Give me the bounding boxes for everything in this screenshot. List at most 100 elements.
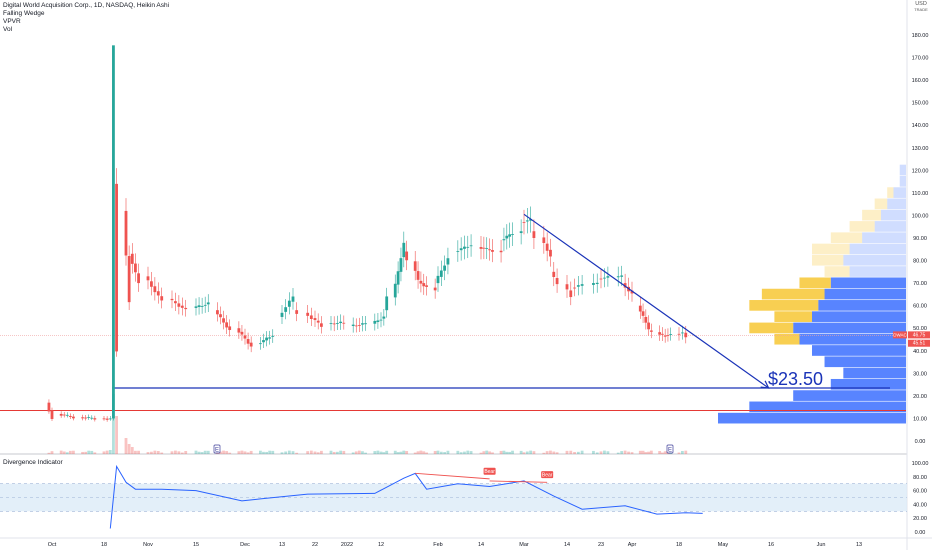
candle-body[interactable] (240, 331, 244, 335)
candle-body[interactable] (519, 231, 523, 234)
candle-body[interactable] (105, 418, 109, 420)
candle-body[interactable] (127, 256, 131, 303)
candle-body[interactable] (237, 328, 241, 333)
candle-body[interactable] (446, 258, 450, 265)
candle-body[interactable] (443, 265, 447, 271)
candle-body[interactable] (499, 250, 503, 253)
candle-body[interactable] (320, 323, 323, 327)
candle-body[interactable] (287, 300, 291, 307)
candle-body[interactable] (160, 296, 164, 301)
candle-body[interactable] (228, 326, 232, 331)
candle-body[interactable] (684, 332, 688, 338)
candle-body[interactable] (259, 343, 262, 345)
candle-body[interactable] (576, 285, 580, 287)
candle-body[interactable] (647, 322, 650, 330)
candle-body[interactable] (112, 45, 115, 419)
candle-body[interactable] (373, 320, 377, 324)
candle-body[interactable] (342, 322, 346, 324)
candle-body[interactable] (623, 283, 627, 288)
candle-body[interactable] (130, 253, 134, 264)
candle-body[interactable] (339, 321, 342, 324)
candle-body[interactable] (661, 333, 664, 335)
candle-body[interactable] (177, 303, 181, 307)
candle-body[interactable] (580, 284, 584, 286)
indicator-vpvr[interactable]: VPVR (3, 18, 21, 25)
candle-body[interactable] (364, 323, 367, 325)
candle-body[interactable] (532, 231, 536, 238)
candle-body[interactable] (134, 263, 137, 273)
candle-body[interactable] (663, 335, 667, 337)
candle-body[interactable] (180, 305, 184, 308)
candle-body[interactable] (595, 282, 599, 285)
candle-body[interactable] (549, 249, 552, 257)
candle-body[interactable] (552, 271, 556, 277)
candle-body[interactable] (222, 318, 225, 323)
candle-body[interactable] (419, 280, 423, 284)
candle-body[interactable] (184, 307, 188, 310)
earnings-marker[interactable] (666, 444, 674, 454)
divergence-line[interactable] (109, 464, 703, 529)
candle-body[interactable] (150, 281, 153, 287)
candle-body[interactable] (271, 335, 275, 337)
candle-body[interactable] (90, 417, 94, 419)
candle-body[interactable] (65, 414, 69, 416)
candle-body[interactable] (309, 315, 313, 320)
candle-body[interactable] (243, 335, 247, 339)
candle-body[interactable] (469, 245, 473, 247)
falling-wedge-trendline[interactable] (523, 213, 769, 389)
candle-body[interactable] (565, 284, 569, 290)
bear-signal-badge[interactable] (541, 471, 554, 479)
candle-body[interactable] (329, 323, 333, 325)
candle-body[interactable] (677, 333, 681, 335)
candle-body[interactable] (336, 323, 339, 324)
candle-body[interactable] (351, 324, 355, 326)
candle-body[interactable] (354, 325, 358, 327)
candle-body[interactable] (405, 251, 409, 261)
candle-body[interactable] (108, 418, 112, 420)
candle-body[interactable] (466, 246, 470, 248)
candle-body[interactable] (413, 261, 417, 271)
candle-body[interactable] (599, 278, 603, 280)
candle-body[interactable] (200, 306, 204, 307)
candle-body[interactable] (644, 316, 648, 323)
candle-body[interactable] (313, 318, 317, 321)
candle-body[interactable] (268, 337, 272, 339)
candle-body[interactable] (425, 285, 428, 287)
candle-body[interactable] (529, 218, 533, 221)
candle-body[interactable] (433, 287, 437, 291)
candle-body[interactable] (482, 247, 486, 249)
candle-body[interactable] (225, 322, 229, 328)
candle-body[interactable] (249, 342, 253, 347)
candle-body[interactable] (216, 310, 219, 315)
candle-body[interactable] (393, 283, 397, 298)
candle-body[interactable] (573, 287, 576, 289)
candle-body[interactable] (505, 235, 509, 239)
candle-body[interactable] (463, 246, 466, 249)
candle-body[interactable] (511, 234, 514, 235)
candle-body[interactable] (47, 402, 51, 412)
candle-body[interactable] (197, 305, 201, 308)
candle-body[interactable] (603, 277, 606, 279)
candle-body[interactable] (436, 275, 440, 284)
candle-body[interactable] (680, 332, 684, 334)
candle-body[interactable] (641, 311, 645, 316)
candle-body[interactable] (396, 271, 400, 285)
candle-body[interactable] (316, 320, 320, 323)
candle-body[interactable] (479, 247, 483, 249)
candle-body[interactable] (137, 273, 140, 284)
candle-body[interactable] (153, 286, 157, 293)
candle-body[interactable] (284, 307, 288, 312)
candle-body[interactable] (72, 416, 75, 419)
candle-body[interactable] (376, 320, 380, 323)
candle-body[interactable] (485, 248, 489, 249)
candle-body[interactable] (522, 222, 526, 224)
candle-body[interactable] (379, 319, 383, 321)
earnings-marker[interactable] (213, 444, 221, 454)
candle-body[interactable] (280, 312, 284, 317)
candle-body[interactable] (649, 330, 653, 332)
candle-body[interactable] (439, 270, 443, 277)
candle-body[interactable] (488, 249, 491, 251)
candle-body[interactable] (542, 237, 546, 243)
candle-body[interactable] (87, 417, 91, 418)
candle-body[interactable] (291, 296, 295, 302)
